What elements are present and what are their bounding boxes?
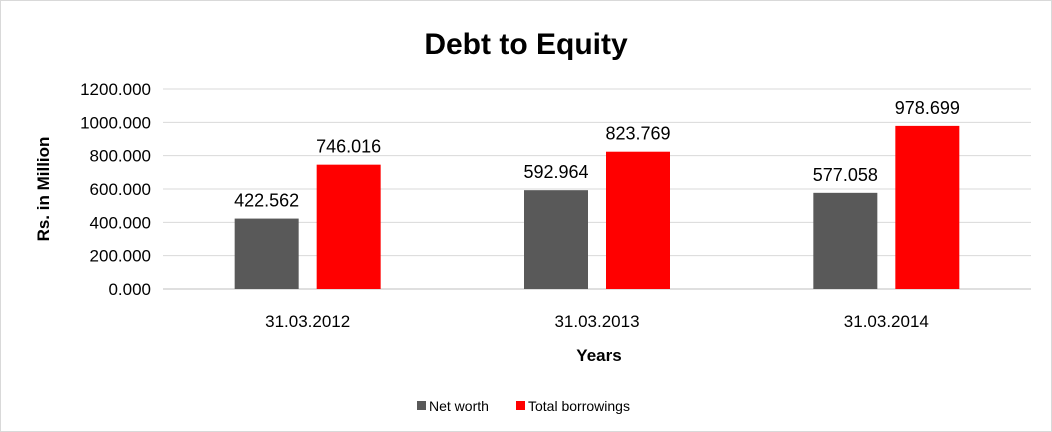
bar-total-borrowings bbox=[606, 151, 670, 289]
legend: Net worth Total borrowings bbox=[417, 398, 630, 414]
legend-label: Total borrowings bbox=[528, 398, 630, 414]
legend-swatch bbox=[516, 401, 525, 410]
y-tick-label: 200.000 bbox=[90, 247, 151, 266]
legend-swatch bbox=[417, 401, 426, 410]
x-axis-ticks: 31.03.2012 31.03.2013 31.03.2014 bbox=[265, 312, 929, 331]
x-axis-title: Years bbox=[576, 346, 621, 365]
x-tick-label: 31.03.2013 bbox=[554, 312, 639, 331]
y-tick-label: 1200.000 bbox=[80, 80, 151, 99]
bar-net-worth bbox=[813, 192, 878, 289]
bar-net-worth bbox=[524, 190, 588, 289]
data-label: 746.016 bbox=[316, 137, 381, 157]
y-axis-title: Rs. in Million bbox=[34, 137, 53, 242]
bar-total-borrowings bbox=[316, 164, 381, 289]
x-tick-label: 31.03.2014 bbox=[844, 312, 929, 331]
y-axis-ticks: 0.000 200.000 400.000 600.000 800.000 1000.00… bbox=[80, 80, 151, 299]
bar-net-worth bbox=[234, 218, 299, 289]
y-tick-label: 600.000 bbox=[90, 180, 151, 199]
data-label: 592.964 bbox=[523, 162, 588, 182]
y-tick-label: 800.000 bbox=[90, 147, 151, 166]
y-tick-label: 1000.000 bbox=[80, 113, 151, 132]
x-tick-label: 31.03.2012 bbox=[265, 312, 350, 331]
bars bbox=[234, 125, 960, 289]
data-label: 577.058 bbox=[813, 165, 878, 185]
data-label: 823.769 bbox=[605, 124, 670, 144]
legend-label: Net worth bbox=[429, 398, 489, 414]
chart-title: Debt to Equity bbox=[424, 28, 628, 61]
data-label: 422.562 bbox=[234, 191, 299, 211]
bar-total-borrowings bbox=[895, 125, 960, 289]
y-tick-label: 400.000 bbox=[90, 213, 151, 232]
y-tick-label: 0.000 bbox=[108, 280, 151, 299]
data-label: 978.699 bbox=[895, 98, 960, 118]
gridlines bbox=[163, 88, 1031, 290]
data-labels: 422.562 746.016 592.964 823.769 577.058 978.6… bbox=[234, 98, 960, 211]
